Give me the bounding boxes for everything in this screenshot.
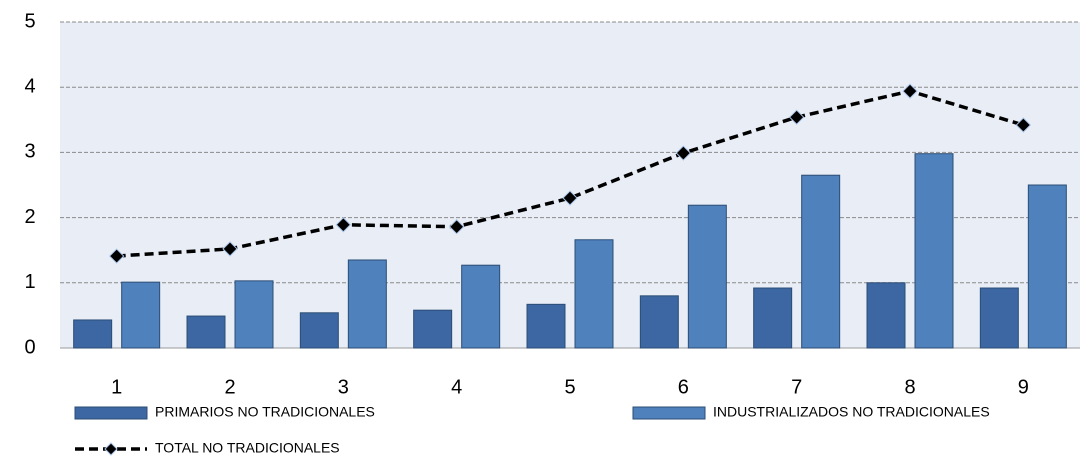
- marker: [448, 219, 465, 235]
- bar: [234, 280, 274, 349]
- bar: [639, 295, 679, 349]
- x-tick-label: 4: [451, 376, 462, 398]
- x-tick-label: 6: [678, 376, 689, 398]
- y-tick-label: 0: [24, 336, 35, 358]
- bar: [801, 174, 841, 349]
- bar: [347, 259, 387, 349]
- marker: [675, 145, 692, 161]
- bar: [753, 287, 793, 349]
- legend-marker: [104, 442, 118, 456]
- y-tick-label: 3: [24, 141, 35, 163]
- legend-label: PRIMARIOS NO TRADICIONALES: [155, 404, 375, 420]
- bar: [914, 153, 954, 349]
- bar: [1027, 184, 1067, 349]
- x-tick-label: 1: [111, 376, 122, 398]
- bar: [73, 319, 113, 349]
- y-tick-label: 4: [24, 75, 35, 97]
- legend-label: INDUSTRIALIZADOS NO TRADICIONALES: [713, 404, 990, 420]
- y-tick-label: 5: [24, 10, 35, 32]
- bar: [574, 239, 614, 349]
- legend-label: TOTAL NO TRADICIONALES: [155, 440, 340, 456]
- bar: [121, 281, 161, 349]
- plot-area: [60, 22, 1080, 348]
- x-tick-label: 9: [1018, 376, 1029, 398]
- bar: [186, 315, 226, 349]
- x-tick-label: 5: [564, 376, 575, 398]
- y-tick-label: 1: [24, 271, 35, 293]
- line: [116, 89, 1024, 258]
- marker: [222, 241, 238, 257]
- marker: [562, 190, 578, 206]
- bar: [299, 312, 339, 349]
- bar: [866, 282, 906, 349]
- y-tick-label: 2: [24, 206, 35, 228]
- bar: [687, 204, 727, 349]
- marker: [335, 217, 352, 233]
- bar: [979, 287, 1019, 349]
- bar: [413, 309, 453, 349]
- marker: [1015, 117, 1032, 133]
- x-tick-label: 3: [338, 376, 349, 398]
- bar: [461, 264, 501, 349]
- marker: [108, 248, 125, 264]
- legend-swatch: [632, 406, 706, 420]
- legend-swatch: [74, 406, 148, 420]
- marker: [788, 109, 805, 125]
- x-tick-label: 2: [224, 376, 235, 398]
- bar: [526, 303, 566, 349]
- marker: [902, 83, 918, 99]
- x-tick-label: 7: [791, 376, 802, 398]
- x-tick-label: 8: [904, 376, 915, 398]
